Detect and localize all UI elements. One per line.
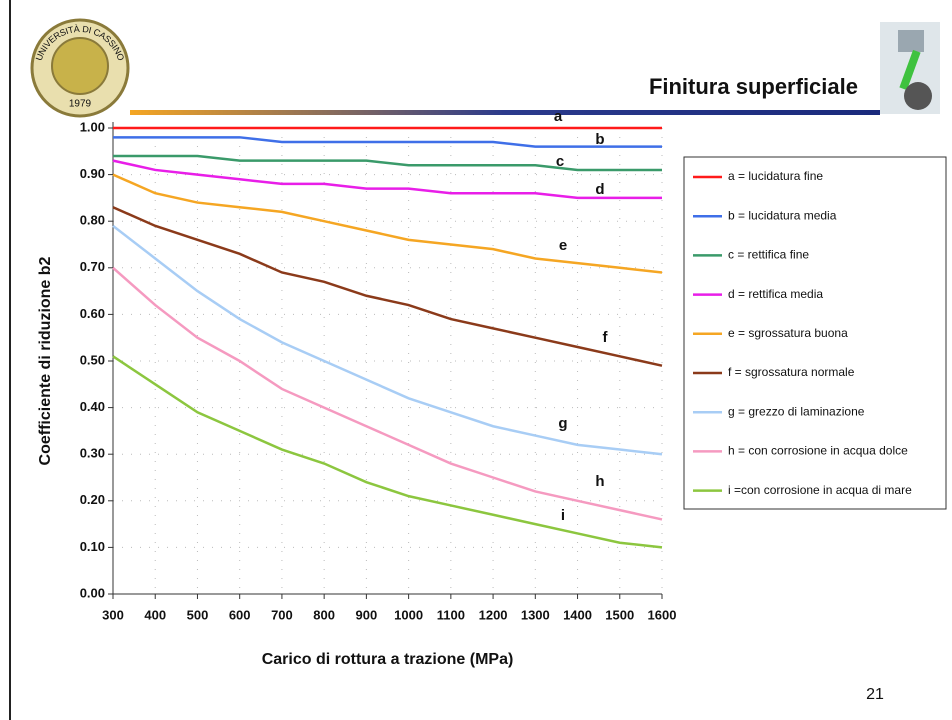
header-image: [880, 22, 940, 114]
y-tick-label: 0.30: [80, 446, 105, 461]
y-tick-label: 0.60: [80, 306, 105, 321]
legend-label: a = lucidatura fine: [728, 169, 823, 183]
x-tick-label: 1200: [479, 607, 508, 622]
y-tick-label: 0.10: [80, 539, 105, 554]
x-tick-label: 1500: [605, 607, 634, 622]
y-axis-title: Coefficiente di riduzione b2: [37, 256, 54, 465]
x-tick-label: 300: [102, 607, 124, 622]
x-tick-label: 1600: [648, 607, 677, 622]
curve-label: d: [595, 181, 604, 198]
y-tick-label: 0.40: [80, 399, 105, 414]
x-tick-label: 700: [271, 607, 293, 622]
y-tick-label: 1.00: [80, 119, 105, 134]
logo-year: 1979: [69, 99, 92, 110]
legend-label: b = lucidatura media: [728, 208, 837, 222]
plot-area: [113, 122, 662, 594]
x-tick-label: 900: [356, 607, 378, 622]
curve-label: e: [559, 237, 567, 254]
x-tick-label: 600: [229, 607, 251, 622]
x-tick-label: 500: [187, 607, 209, 622]
x-tick-label: 1100: [437, 607, 465, 622]
y-tick-label: 0.70: [80, 259, 105, 274]
x-tick-label: 400: [144, 607, 166, 622]
slide-title: Finitura superficiale: [649, 74, 858, 99]
chart: 0.00 0.10 0.20 0.30 0.40 0.50 0.60 0.70 0.80 0.90…: [37, 108, 946, 668]
legend-label: i =con corrosione in acqua di mare: [728, 483, 912, 497]
y-tick-label: 0.20: [80, 492, 105, 507]
page-number: 21: [866, 686, 884, 703]
legend-label: e = sgrossatura buona: [728, 326, 848, 340]
logo: UNIVERSITÀ DI CASSINO 1979: [32, 20, 128, 116]
y-tick-label: 0.80: [80, 213, 105, 228]
y-tick-label: 0.50: [80, 352, 105, 367]
legend-label: d = rettifica media: [728, 287, 823, 301]
legend-label: c = rettifica fine: [728, 248, 809, 262]
curve-label: g: [558, 415, 567, 432]
x-tick-label: 1300: [521, 607, 550, 622]
image-piston: [898, 30, 924, 52]
y-tick-label: 0.00: [80, 585, 105, 600]
x-tick-label: 800: [313, 607, 335, 622]
slide: UNIVERSITÀ DI CASSINO 1979 Finitura supe…: [0, 0, 952, 720]
curve-label: c: [556, 153, 564, 170]
legend-label: h = con corrosione in acqua dolce: [728, 444, 908, 458]
x-axis-title: Carico di rottura a trazione (MPa): [262, 651, 514, 668]
logo-inner: [52, 38, 108, 94]
curve-label: b: [595, 131, 604, 148]
legend-label: f = sgrossatura normale: [728, 365, 855, 379]
curve-label: a: [554, 108, 563, 125]
y-tick-label: 0.90: [80, 166, 105, 181]
legend-label: g = grezzo di laminazione: [728, 404, 865, 418]
header-rule: [130, 110, 880, 115]
legend: a = lucidatura fine b = lucidatura media c…: [684, 157, 946, 509]
x-tick-label: 1000: [394, 607, 423, 622]
x-tick-label: 1400: [563, 607, 592, 622]
image-crank: [904, 82, 932, 110]
curve-label: h: [595, 473, 604, 490]
curve-label: i: [561, 507, 565, 524]
